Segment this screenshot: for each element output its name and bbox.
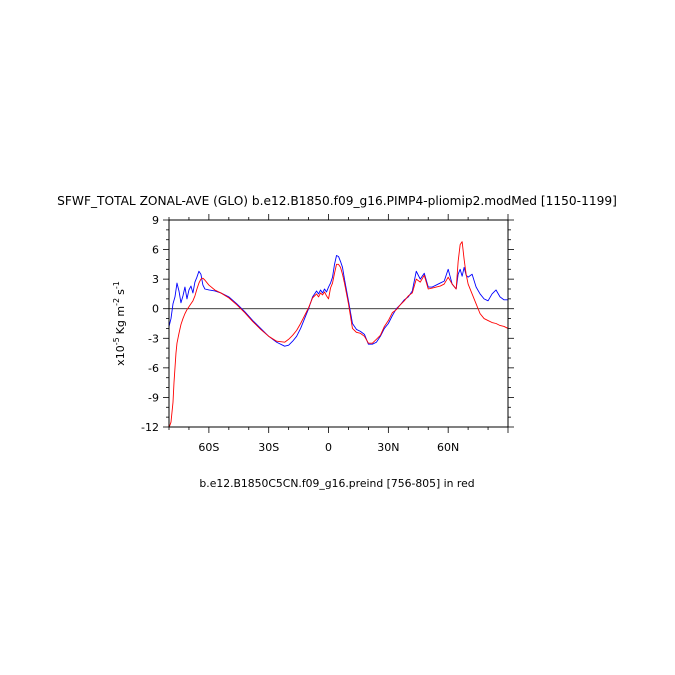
x-tick-label: 60N bbox=[437, 441, 459, 454]
chart-subtitle: b.e12.B1850C5CN.f09_g16.preind [756-805]… bbox=[199, 477, 474, 490]
y-tick-label: 3 bbox=[152, 273, 159, 286]
y-label-prefix: x10 bbox=[114, 345, 127, 366]
y-tick-label: -9 bbox=[148, 391, 159, 404]
y-label-exponent-m: -2 bbox=[112, 298, 121, 306]
y-tick-label: 6 bbox=[152, 244, 159, 257]
y-tick-label: -12 bbox=[141, 421, 159, 434]
y-tick-label: 0 bbox=[152, 303, 159, 316]
x-tick-label: 60S bbox=[198, 441, 219, 454]
y-label-unit-s: s bbox=[114, 289, 127, 295]
y-label-exponent: -5 bbox=[112, 337, 121, 345]
y-axis-label: x10-5 Kg m-2 s-1 bbox=[112, 281, 127, 366]
x-tick-label: 30S bbox=[258, 441, 279, 454]
y-label-exponent-s: -1 bbox=[112, 281, 121, 289]
y-tick-label: -3 bbox=[148, 332, 159, 345]
plot-frame bbox=[168, 219, 509, 428]
series-line-2 bbox=[169, 241, 508, 427]
y-tick-label: -6 bbox=[148, 362, 159, 375]
x-tick-label: 30N bbox=[377, 441, 399, 454]
plot-area: 9 6 3 0 -3 -6 -9 -12 60S 30S 0 30N 60N bbox=[141, 214, 514, 454]
y-label-unit-kg-m: Kg m bbox=[114, 306, 127, 334]
chart-title: SFWF_TOTAL ZONAL-AVE (GLO) b.e12.B1850.f… bbox=[57, 194, 617, 208]
x-tick-label: 0 bbox=[325, 441, 332, 454]
y-tick-label: 9 bbox=[152, 214, 159, 227]
